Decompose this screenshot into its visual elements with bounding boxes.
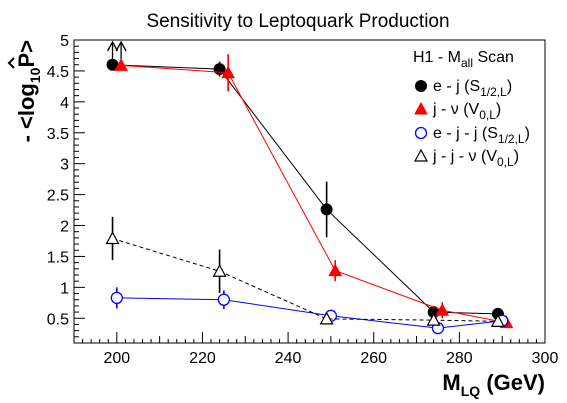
axes: 200 220 240 260 280 300 0.5 1 1.5 2 2.5 3 3.5 4 4.5 5 <box>47 33 559 367</box>
y-tick-label: 4 <box>60 95 69 112</box>
p-hat-mark <box>7 57 15 69</box>
y-tick-label: 1.5 <box>47 249 69 266</box>
x-tick-label: 260 <box>360 350 387 367</box>
legend-marker <box>414 126 428 140</box>
y-tick-label: 5 <box>60 33 69 50</box>
x-tick-label: 220 <box>189 350 216 367</box>
data-point <box>320 203 333 216</box>
legend-entry: j - ν (V0,L) <box>432 101 501 122</box>
y-axis-title: - <log10P> <box>7 40 43 142</box>
y-tick-label: 2 <box>60 219 69 236</box>
series-2 <box>110 287 509 335</box>
x-tick-label: 300 <box>532 350 559 367</box>
limit-arrow-head <box>115 40 127 52</box>
y-axis-label: - <log10P> <box>7 40 43 142</box>
data-point <box>110 291 123 305</box>
data-point <box>435 303 450 316</box>
plot-frame <box>73 39 546 344</box>
y-tick-label: 3.5 <box>47 126 69 143</box>
y-tick-label: 4.5 <box>47 64 69 81</box>
y-tick-label: 0.5 <box>47 311 69 328</box>
data-point <box>105 231 120 245</box>
data-point <box>319 311 334 325</box>
x-tick-label: 200 <box>103 350 130 367</box>
legend-entry: j - j - ν (V0,L) <box>432 148 519 169</box>
legend-marker <box>414 101 428 115</box>
data-point <box>114 58 128 71</box>
limit-arrow-head <box>106 40 119 52</box>
data-point <box>221 65 235 79</box>
data-point <box>328 263 343 277</box>
x-tick-label: 240 <box>275 350 302 367</box>
series-3 <box>105 216 505 327</box>
data-point <box>426 312 441 326</box>
legend-title: H1 - Mall Scan <box>413 49 514 70</box>
legend: H1 - Mall Scan e - j (S1/2,L)j - ν (V0,L)… <box>413 49 530 169</box>
legend-marker <box>415 80 427 92</box>
legend-entry: e - j (S1/2,L) <box>433 78 512 99</box>
y-tick-label: 3 <box>60 157 69 174</box>
y-axis-title-text: - <log10P> <box>14 40 43 142</box>
data-point <box>217 293 231 306</box>
x-axis-label: MLQ (GeV) <box>442 370 545 399</box>
y-tick-label: 1 <box>60 280 69 297</box>
chart-title: Sensitivity to Leptoquark Production <box>146 11 449 32</box>
data-point <box>490 314 505 327</box>
data-point <box>212 264 227 277</box>
plot-area <box>105 40 514 335</box>
series-line <box>112 238 498 322</box>
legend-entry: e - j - j (S1/2,L) <box>433 125 530 146</box>
legend-marker <box>413 148 429 162</box>
x-tick-label: 280 <box>446 350 473 367</box>
series-1 <box>114 40 514 329</box>
y-tick-label: 2.5 <box>47 188 69 205</box>
x-axis-title: MLQ (GeV) <box>442 370 545 399</box>
